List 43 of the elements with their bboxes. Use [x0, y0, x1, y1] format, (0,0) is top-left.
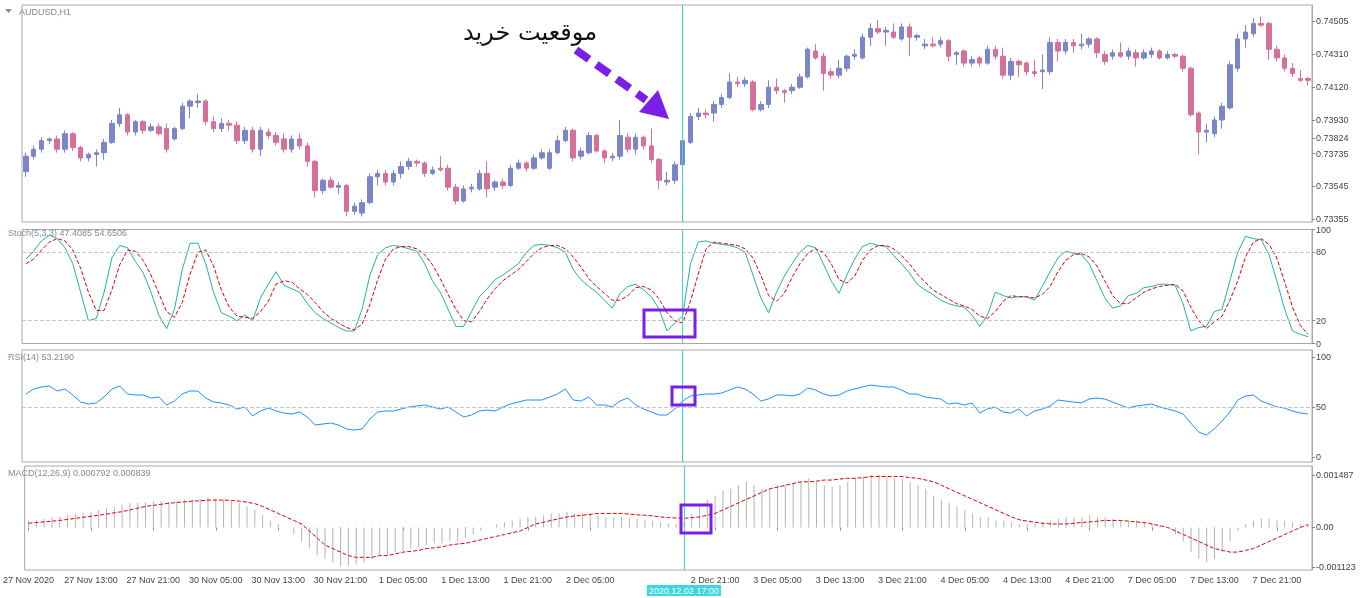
- y-tick-label: 0.74505: [1316, 15, 1349, 26]
- x-tick-label: 2020.12.02 17:00: [648, 585, 719, 596]
- x-tick-label: 27 Nov 2020: [2, 574, 55, 585]
- x-tick-label: 2 Dec 05:00: [566, 574, 615, 585]
- x-tick-label: 3 Dec 13:00: [815, 574, 865, 585]
- y-tick-label: 0: [1316, 338, 1322, 349]
- x-tick-label: 30 Nov 05:00: [188, 574, 243, 585]
- x-tick-label: 3 Dec 05:00: [753, 574, 802, 585]
- y-tick-label: 0.73735: [1316, 148, 1349, 159]
- x-tick-label: 4 Dec 13:00: [1002, 574, 1052, 585]
- x-tick-label: 27 Nov 21:00: [126, 574, 181, 585]
- x-tick-label: 27 Nov 13:00: [64, 574, 118, 585]
- x-tick-label: 7 Dec 05:00: [1127, 574, 1177, 585]
- x-tick-label: 3 Dec 21:00: [878, 574, 927, 585]
- x-tick-label: 30 Nov 21:00: [313, 574, 368, 585]
- chart-title: AUDUSD,H1: [19, 6, 72, 17]
- y-tick-label: 0.74310: [1316, 49, 1349, 60]
- x-tick-label: 30 Nov 13:00: [251, 574, 305, 585]
- chart-title: Stoch(5,3,3) 47.4085 54.6506: [8, 227, 128, 238]
- y-tick-label: 100: [1316, 224, 1332, 235]
- y-tick-label: 0.74120: [1316, 82, 1349, 93]
- y-tick-label: 0.001487: [1316, 470, 1354, 481]
- y-tick-label: 0.73824: [1316, 133, 1349, 144]
- x-tick-label: 4 Dec 05:00: [940, 574, 990, 585]
- x-tick-label: 7 Dec 21:00: [1252, 574, 1302, 585]
- y-tick-label: 100: [1316, 352, 1332, 362]
- y-tick-label: 0.73930: [1316, 114, 1349, 125]
- x-tick-label: 4 Dec 21:00: [1065, 574, 1114, 585]
- y-tick-label: 50: [1316, 402, 1327, 412]
- y-tick-label: 0.73545: [1316, 181, 1349, 192]
- x-tick-label: 1 Dec 05:00: [378, 574, 428, 585]
- x-tick-label: 7 Dec 13:00: [1190, 574, 1239, 585]
- y-tick-label: 0: [1316, 452, 1322, 462]
- y-tick-label: 0.00: [1316, 522, 1334, 533]
- y-tick-label: 80: [1316, 247, 1327, 258]
- annotation: موقعیت خرید: [461, 18, 599, 46]
- chart-title: RSI(14) 53.2190: [8, 351, 75, 362]
- x-tick-label: 1 Dec 13:00: [441, 574, 490, 585]
- y-tick-label: -0.001123: [1316, 561, 1356, 572]
- x-tick-label: 1 Dec 21:00: [503, 574, 553, 585]
- x-tick-label: 2 Dec 21:00: [690, 574, 740, 585]
- y-tick-label: 20: [1316, 315, 1327, 326]
- y-tick-label: 0.73355: [1316, 214, 1349, 225]
